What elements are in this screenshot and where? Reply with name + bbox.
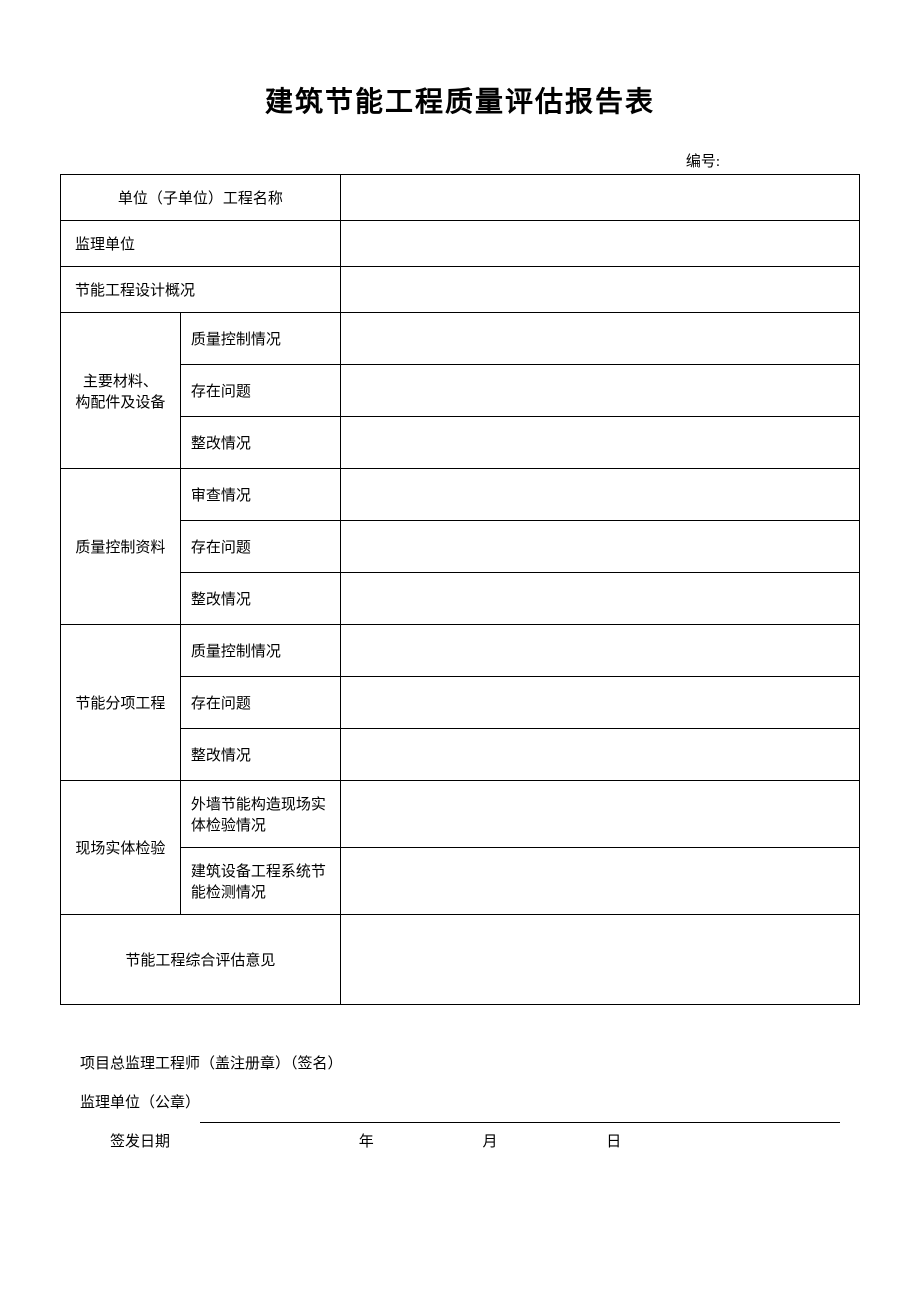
document-title: 建筑节能工程质量评估报告表 [60, 80, 860, 120]
group4-header: 现场实体检验 [61, 781, 181, 915]
group3-r1-value[interactable] [340, 625, 859, 677]
supervisor-value[interactable] [340, 221, 859, 267]
group3-r3-label: 整改情况 [180, 729, 340, 781]
group1-r3-value[interactable] [340, 417, 859, 469]
document-number-label: 编号: [60, 150, 860, 171]
summary-label: 节能工程综合评估意见 [61, 915, 341, 1005]
group2-r2-value[interactable] [340, 521, 859, 573]
issue-date-row: 签发日期 年 月 日 [80, 1123, 860, 1162]
group2-header: 质量控制资料 [61, 469, 181, 625]
year-label: 年 [254, 1123, 374, 1162]
supervisor-label: 监理单位 [61, 221, 341, 267]
group2-r1-label: 审查情况 [180, 469, 340, 521]
group1-r3-label: 整改情况 [180, 417, 340, 469]
summary-value[interactable] [340, 915, 859, 1005]
project-name-value[interactable] [340, 175, 859, 221]
design-overview-value[interactable] [340, 267, 859, 313]
group3-r3-value[interactable] [340, 729, 859, 781]
group4-r2-label: 建筑设备工程系统节能检测情况 [180, 848, 340, 915]
day-label: 日 [501, 1123, 621, 1162]
group2-r3-label: 整改情况 [180, 573, 340, 625]
group2-r1-value[interactable] [340, 469, 859, 521]
org-seal-label: 监理单位（公章） [80, 1095, 200, 1111]
group2-r3-value[interactable] [340, 573, 859, 625]
group4-r2-value[interactable] [340, 848, 859, 915]
group1-r1-value[interactable] [340, 313, 859, 365]
issue-date-label: 签发日期 [80, 1123, 250, 1162]
group3-r2-value[interactable] [340, 677, 859, 729]
group3-r2-label: 存在问题 [180, 677, 340, 729]
group4-r1-value[interactable] [340, 781, 859, 848]
engineer-signature-label: 项目总监理工程师（盖注册章）（签名） [80, 1045, 860, 1084]
project-name-label: 单位（子单位）工程名称 [61, 175, 341, 221]
evaluation-table: 单位（子单位）工程名称 监理单位 节能工程设计概况 主要材料、 构配件及设备 质… [60, 174, 860, 1005]
group3-header: 节能分项工程 [61, 625, 181, 781]
group1-r1-label: 质量控制情况 [180, 313, 340, 365]
signature-section: 项目总监理工程师（盖注册章）（签名） 监理单位（公章） 签发日期 年 月 日 [60, 1045, 860, 1162]
group1-r2-label: 存在问题 [180, 365, 340, 417]
group1-r2-value[interactable] [340, 365, 859, 417]
month-label: 月 [378, 1123, 498, 1162]
group4-r1-label: 外墙节能构造现场实体检验情况 [180, 781, 340, 848]
group3-r1-label: 质量控制情况 [180, 625, 340, 677]
group2-r2-label: 存在问题 [180, 521, 340, 573]
group1-header: 主要材料、 构配件及设备 [61, 313, 181, 469]
design-overview-label: 节能工程设计概况 [61, 267, 341, 313]
